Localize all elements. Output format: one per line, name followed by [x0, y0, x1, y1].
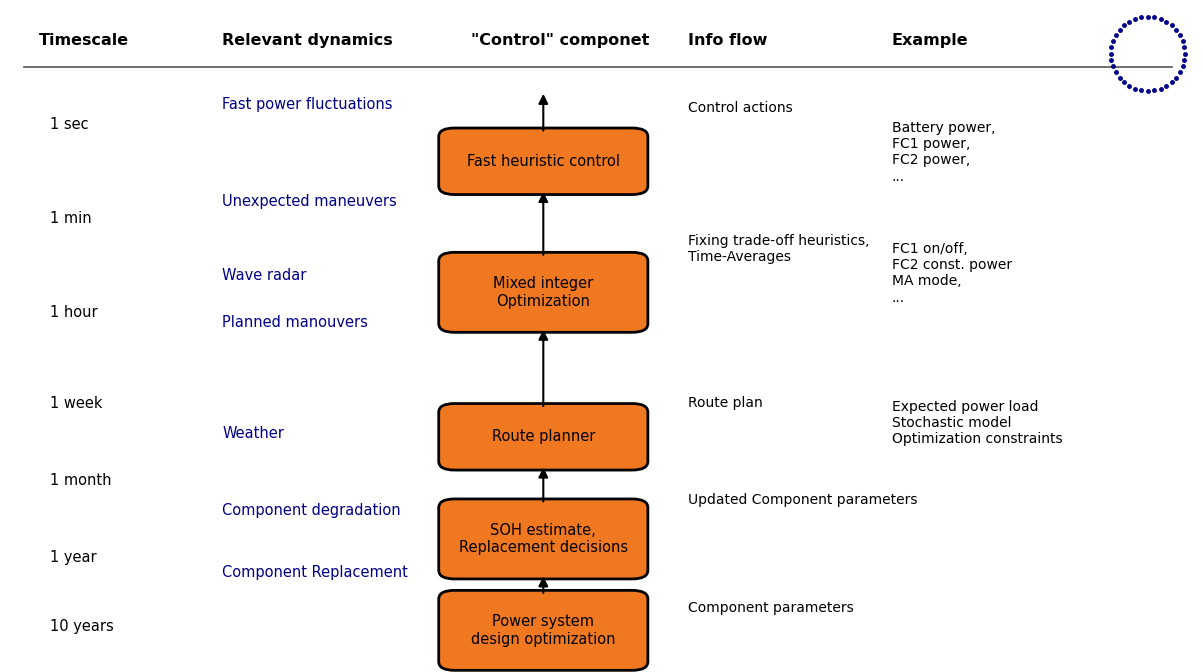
FancyBboxPatch shape	[439, 499, 648, 579]
Text: Mixed integer
Optimization: Mixed integer Optimization	[493, 276, 594, 308]
Text: 1 hour: 1 hour	[50, 305, 99, 320]
Text: Relevant dynamics: Relevant dynamics	[222, 33, 393, 48]
Text: SOH estimate,
Replacement decisions: SOH estimate, Replacement decisions	[459, 523, 627, 555]
Text: Unexpected maneuvers: Unexpected maneuvers	[222, 194, 397, 209]
Text: 1 year: 1 year	[50, 550, 97, 565]
Text: Updated Component parameters: Updated Component parameters	[688, 493, 917, 507]
Text: Component Replacement: Component Replacement	[222, 565, 409, 580]
Text: "Control" componet: "Control" componet	[471, 33, 649, 48]
Text: Timescale: Timescale	[38, 33, 129, 48]
FancyBboxPatch shape	[439, 253, 648, 333]
Text: Info flow: Info flow	[688, 33, 767, 48]
Text: Component degradation: Component degradation	[222, 503, 401, 518]
FancyBboxPatch shape	[439, 403, 648, 470]
Text: Wave radar: Wave radar	[222, 268, 307, 283]
Text: Planned manouvers: Planned manouvers	[222, 315, 368, 330]
Text: Fast heuristic control: Fast heuristic control	[466, 154, 620, 169]
FancyBboxPatch shape	[439, 128, 648, 195]
Text: FC1 on/off,
FC2 const. power
MA mode,
...: FC1 on/off, FC2 const. power MA mode, ..…	[892, 242, 1012, 304]
Text: Route plan: Route plan	[688, 396, 762, 410]
FancyBboxPatch shape	[439, 591, 648, 671]
Text: Fixing trade-off heuristics,
Time-Averages: Fixing trade-off heuristics, Time-Averag…	[688, 234, 869, 263]
Text: Expected power load
Stochastic model
Optimization constraints: Expected power load Stochastic model Opt…	[892, 400, 1063, 446]
Text: 1 month: 1 month	[50, 473, 112, 488]
Text: Power system
design optimization: Power system design optimization	[471, 614, 615, 646]
Text: Component parameters: Component parameters	[688, 601, 853, 615]
Text: Weather: Weather	[222, 426, 284, 441]
Text: Battery power,
FC1 power,
FC2 power,
...: Battery power, FC1 power, FC2 power, ...	[892, 121, 995, 183]
Text: Fast power fluctuations: Fast power fluctuations	[222, 97, 393, 112]
Text: Example: Example	[892, 33, 969, 48]
Text: 1 min: 1 min	[50, 211, 93, 226]
Text: Control actions: Control actions	[688, 101, 792, 114]
Text: 1 week: 1 week	[50, 396, 103, 411]
Text: 1 sec: 1 sec	[50, 117, 89, 132]
Text: Route planner: Route planner	[492, 429, 595, 444]
Text: 10 years: 10 years	[50, 619, 114, 634]
